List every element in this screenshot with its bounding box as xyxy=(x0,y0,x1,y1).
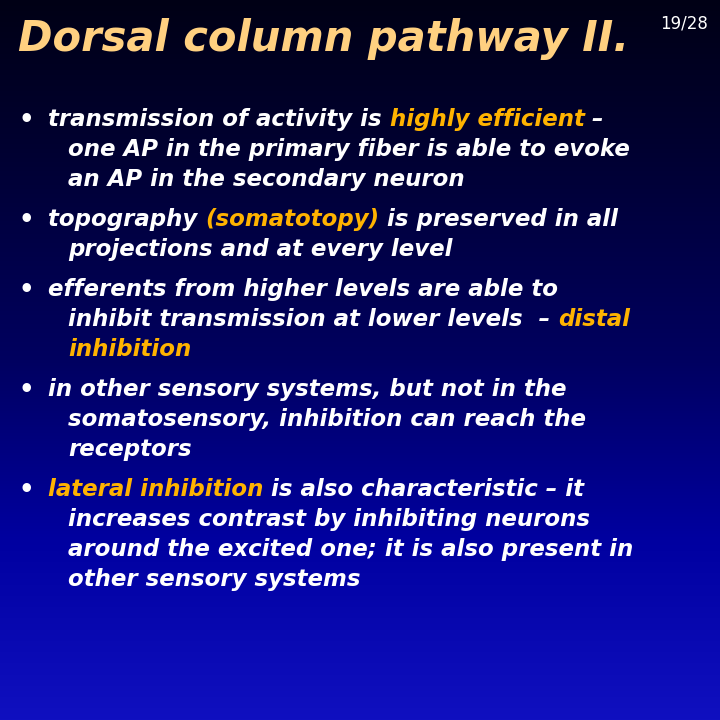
Text: •: • xyxy=(18,478,34,502)
Text: inhibition: inhibition xyxy=(68,338,192,361)
Text: efferents from higher levels are able to: efferents from higher levels are able to xyxy=(48,278,558,301)
Text: increases contrast by inhibiting neurons: increases contrast by inhibiting neurons xyxy=(68,508,590,531)
Text: lateral inhibition: lateral inhibition xyxy=(48,478,264,501)
Text: around the excited one; it is also present in: around the excited one; it is also prese… xyxy=(68,538,634,561)
Text: projections and at every level: projections and at every level xyxy=(68,238,452,261)
Text: in other sensory systems, but not in the: in other sensory systems, but not in the xyxy=(48,378,567,401)
Text: Dorsal column pathway II.: Dorsal column pathway II. xyxy=(18,18,629,60)
Text: •: • xyxy=(18,208,34,232)
Text: one AP in the primary fiber is able to evoke: one AP in the primary fiber is able to e… xyxy=(68,138,630,161)
Text: •: • xyxy=(18,108,34,132)
Text: an AP in the secondary neuron: an AP in the secondary neuron xyxy=(68,168,464,191)
Text: other sensory systems: other sensory systems xyxy=(68,568,361,591)
Text: receptors: receptors xyxy=(68,438,192,461)
Text: –: – xyxy=(585,108,604,131)
Text: is also characteristic – it: is also characteristic – it xyxy=(264,478,585,501)
Text: somatosensory, inhibition can reach the: somatosensory, inhibition can reach the xyxy=(68,408,586,431)
Text: •: • xyxy=(18,378,34,402)
Text: is preserved in all: is preserved in all xyxy=(379,208,618,231)
Text: transmission of activity is: transmission of activity is xyxy=(48,108,390,131)
Text: •: • xyxy=(18,278,34,302)
Text: inhibit transmission at lower levels  –: inhibit transmission at lower levels – xyxy=(68,308,558,331)
Text: (somatotopy): (somatotopy) xyxy=(205,208,379,231)
Text: 19/28: 19/28 xyxy=(660,14,708,32)
Text: highly efficient: highly efficient xyxy=(390,108,585,131)
Text: distal: distal xyxy=(558,308,630,331)
Text: topography: topography xyxy=(48,208,205,231)
